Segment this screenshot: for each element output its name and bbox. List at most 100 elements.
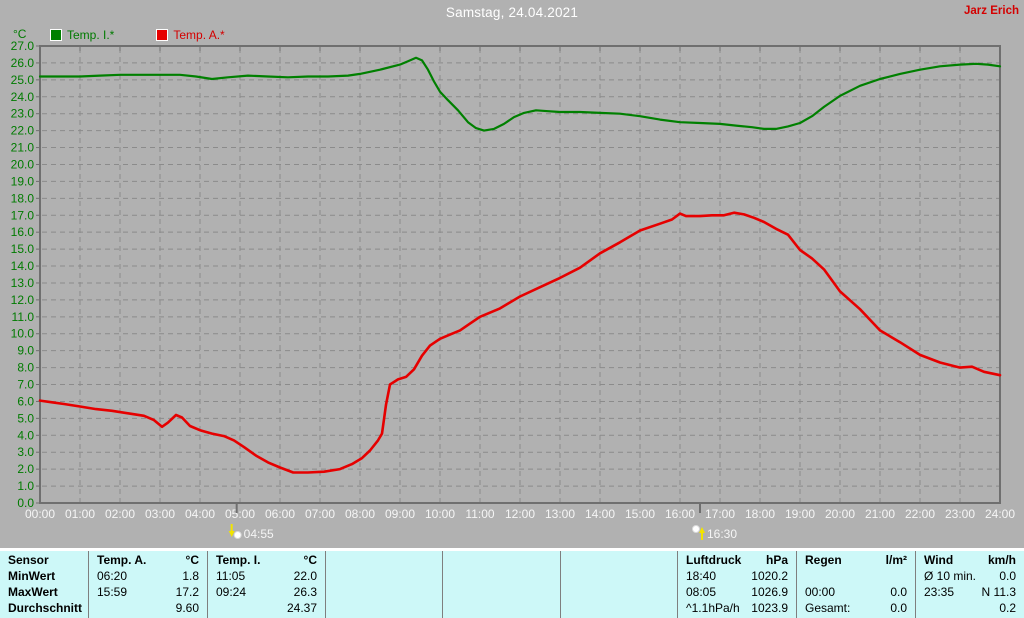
x-tick-label: 16:00 (665, 507, 695, 521)
stat-value-cell: 0.0 (999, 569, 1016, 583)
column-unit: hPa (765, 553, 788, 567)
stats-data-row: 08:05 1026.9 (678, 584, 796, 600)
stats-data-row: 9.60 (89, 600, 207, 616)
stats-column-header-row: Regen l/m² (797, 552, 915, 568)
stats-column-empty (560, 551, 677, 618)
x-tick-label: 18:00 (745, 507, 775, 521)
x-tick-label: 06:00 (265, 507, 295, 521)
y-tick-label: 24.0 (11, 90, 35, 104)
page-title: Samstag, 24.04.2021 (445, 5, 579, 20)
stats-data-row: Ø 10 min. 0.0 (916, 568, 1024, 584)
x-tick-label: 14:00 (585, 507, 615, 521)
stats-data-row: 11:05 22.0 (208, 568, 325, 584)
x-tick-label: 00:00 (25, 507, 55, 521)
stat-value-cell: 1026.9 (751, 585, 788, 599)
stats-column-empty (442, 551, 560, 618)
x-tick-label: 12:00 (505, 507, 535, 521)
x-tick-label: 19:00 (785, 507, 815, 521)
x-tick-label: 15:00 (625, 507, 655, 521)
x-tick-label: 10:00 (425, 507, 455, 521)
x-tick-label: 04:00 (185, 507, 215, 521)
stat-value-cell: 24.37 (286, 601, 317, 615)
stats-data-row (561, 568, 677, 584)
y-tick-label: 9.0 (17, 344, 34, 358)
y-tick-label: 8.0 (17, 361, 34, 375)
stats-data-row: 23:35 N 11.3 (916, 584, 1024, 600)
stat-time-cell: 08:05 (686, 585, 717, 599)
stat-value-cell: 1020.2 (751, 569, 788, 583)
stats-data-row: ^1.1hPa/h 1023.9 (678, 600, 796, 616)
stat-time-cell: 09:24 (216, 585, 247, 599)
stats-data-row: 09:24 26.3 (208, 584, 325, 600)
y-tick-label: 17.0 (11, 208, 35, 222)
stat-time-cell: 11:05 (216, 569, 246, 583)
column-unit: °C (185, 553, 199, 567)
x-tick-label: 08:00 (345, 507, 375, 521)
stats-row-label: Sensor (8, 553, 49, 567)
y-tick-label: 2.0 (17, 462, 34, 476)
y-tick-label: 26.0 (11, 56, 35, 70)
y-tick-label: 11.0 (12, 310, 35, 324)
y-tick-label: 20.0 (11, 157, 35, 171)
y-tick-label: 4.0 (17, 428, 34, 442)
stat-time-cell: 15:59 (97, 585, 128, 599)
stats-column-header-row: Wind km/h (916, 552, 1024, 568)
x-tick-label: 05:00 (225, 507, 255, 521)
stats-row-label: Durchschnitt (8, 601, 83, 615)
stats-column-header-row (443, 552, 560, 568)
stats-data-row (443, 568, 560, 584)
stats-data-row: 00:00 0.0 (797, 584, 915, 600)
y-tick-label: 6.0 (17, 394, 34, 408)
stat-value-cell: 26.3 (293, 585, 317, 599)
y-tick-label: 0.0 (17, 496, 34, 510)
x-tick-label: 02:00 (105, 507, 135, 521)
legend-label-temp-i: Temp. I.* (67, 28, 115, 42)
y-tick-label: 13.0 (11, 276, 35, 290)
stat-value-cell: N 11.3 (981, 585, 1016, 599)
y-tick-label: 21.0 (11, 141, 35, 155)
series-temp-i-line (38, 56, 1002, 132)
column-header: Regen (805, 553, 842, 567)
x-tick-label: 09:00 (385, 507, 415, 521)
x-tick-label: 17:00 (705, 507, 735, 521)
x-tick-label: 23:00 (945, 507, 975, 521)
y-tick-label: 3.0 (17, 445, 34, 459)
stat-time-cell: 23:35 (924, 585, 955, 599)
y-tick-label: 19.0 (11, 174, 35, 188)
stat-time-cell: ^1.1hPa/h (686, 601, 740, 615)
column-header: Wind (924, 553, 954, 567)
stats-column-luftdruck: Luftdruck hPa 18:40 1020.2 08:05 1026.9 ^1.1hP… (677, 551, 796, 618)
author-label: Jarz Erich (964, 5, 1019, 17)
stats-row-label-column: Sensor MinWert MaxWert Durchschnitt (0, 551, 88, 618)
y-tick-label: 18.0 (11, 191, 35, 205)
legend-swatch-temp-a (156, 29, 169, 41)
legend-swatch-temp-i (50, 29, 62, 41)
y-tick-label: 27.0 (11, 39, 35, 53)
column-header: Luftdruck (686, 553, 742, 567)
y-tick-label: 10.0 (11, 327, 35, 341)
stats-data-row: 18:40 1020.2 (678, 568, 796, 584)
x-tick-label: 11:00 (465, 507, 494, 521)
x-tick-label: 24:00 (985, 507, 1015, 521)
y-tick-label: 25.0 (11, 73, 35, 87)
stats-data-row (561, 584, 677, 600)
temperature-chart: 0.0 1.0 2.0 3.0 4.0 5.0 6.0 7.0 8.0 9.0 10.0 11.0 12… (11, 39, 1016, 541)
y-tick-label: 12.0 (11, 293, 35, 307)
stats-column-header-row: Luftdruck hPa (678, 552, 796, 568)
column-unit: km/h (987, 553, 1016, 567)
y-tick-label: 23.0 (11, 107, 35, 121)
column-header: Temp. A. (97, 553, 147, 567)
stats-column-header-row (326, 552, 442, 568)
y-axis-unit-label: °C (13, 27, 27, 41)
stats-data-row (326, 568, 442, 584)
stats-data-row: 06:20 1.8 (89, 568, 207, 584)
y-tick-label: 7.0 (17, 378, 34, 392)
stats-data-row (443, 600, 560, 616)
stats-column-header-row: Temp. A. °C (89, 552, 207, 568)
sunrise-icon (228, 524, 242, 539)
stats-row-label: MinWert (8, 569, 56, 583)
stats-column-header-row: Temp. I. °C (208, 552, 325, 568)
x-tick-label: 22:00 (905, 507, 935, 521)
y-tick-label: 15.0 (11, 242, 35, 256)
x-tick-label: 03:00 (145, 507, 175, 521)
